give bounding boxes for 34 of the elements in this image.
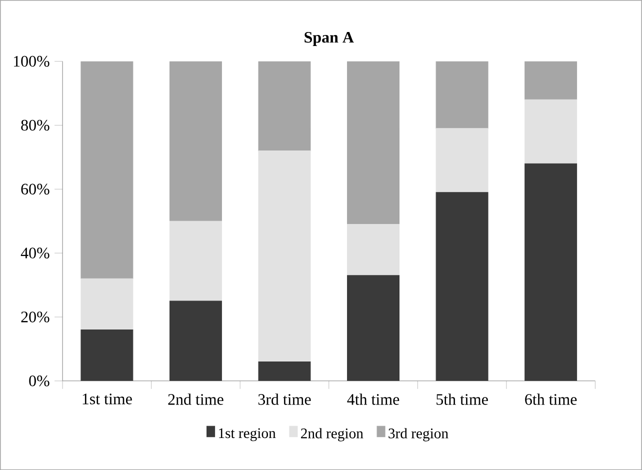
bar	[436, 192, 488, 381]
y-tick-label: 60%	[21, 184, 50, 194]
x-tick-label: 3rd time	[258, 394, 311, 405]
bar	[169, 61, 222, 222]
x-tick-label: 6th time	[525, 394, 577, 405]
legend-label: 2nd region	[301, 428, 364, 442]
y-tick-label: 80%	[21, 120, 50, 131]
bar	[347, 61, 400, 224]
bar	[258, 61, 311, 151]
bar	[169, 220, 222, 302]
bar	[169, 300, 222, 381]
x-tick-label: 1st time	[82, 394, 132, 404]
bar	[436, 61, 488, 129]
x-tick-label: 4th time	[347, 394, 400, 405]
bar	[436, 128, 488, 193]
x-tick-label: 2nd time	[168, 394, 224, 405]
y-tick-label: 100%	[14, 56, 50, 67]
legend-label: 1st region	[219, 428, 276, 442]
bar	[524, 163, 578, 381]
bar	[524, 99, 578, 164]
y-tick-label: 0%	[29, 375, 50, 386]
legend-label: 3rd region	[388, 428, 448, 442]
bar	[80, 61, 134, 279]
y-tick-label: 40%	[20, 248, 50, 258]
x-tick-label: 5th time	[436, 394, 488, 405]
y-tick-label: 20%	[21, 311, 50, 322]
bar	[80, 329, 134, 381]
chart-title: Span A	[304, 32, 354, 46]
bar	[524, 61, 578, 100]
bar	[347, 275, 400, 381]
bar	[258, 150, 311, 362]
bar	[80, 278, 134, 330]
bar	[347, 224, 400, 276]
bar	[258, 361, 311, 381]
